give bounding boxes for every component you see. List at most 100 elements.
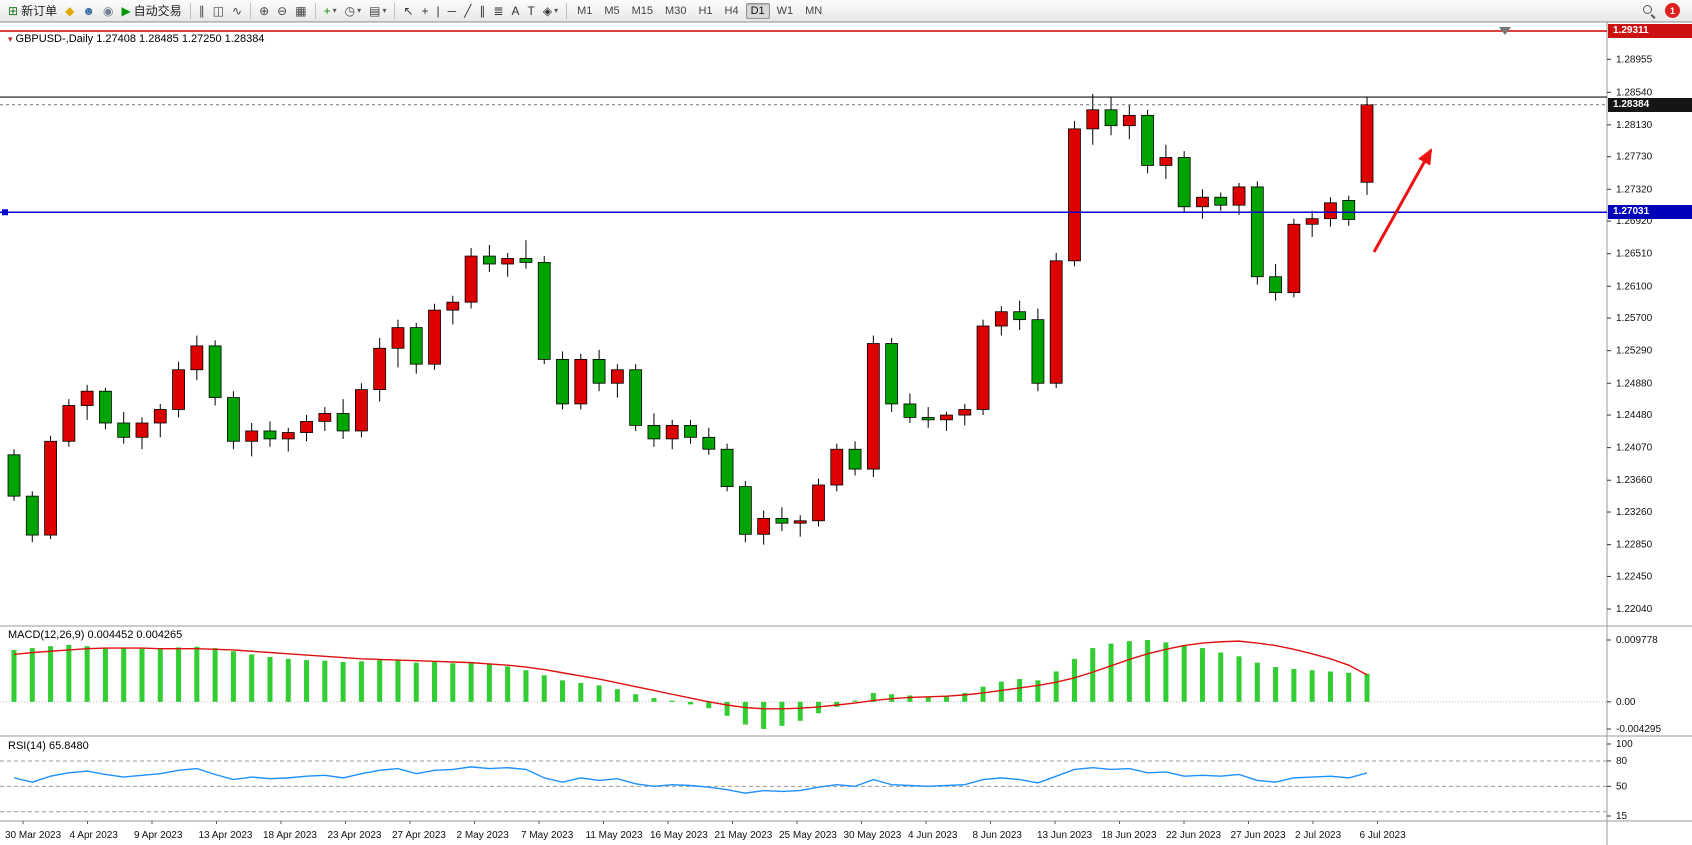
trendline-button[interactable]: ╱ xyxy=(461,2,474,20)
autotrading-play-icon: ▶ xyxy=(121,3,131,18)
vertical-line-button[interactable]: | xyxy=(434,2,443,20)
svg-text:6 Jul 2023: 6 Jul 2023 xyxy=(1360,830,1407,841)
text-button[interactable]: A xyxy=(508,2,522,20)
toolbar-separator xyxy=(314,2,316,19)
rsi-layer: 100 80 50 15 xyxy=(0,739,1633,822)
svg-text:1.22850: 1.22850 xyxy=(1616,540,1653,551)
cursor-button[interactable]: ↖ xyxy=(400,2,416,20)
zoom-out-button[interactable]: ⊖ xyxy=(274,2,290,20)
notification-badge[interactable]: 1 xyxy=(1665,3,1680,18)
svg-text:1.25290: 1.25290 xyxy=(1616,346,1653,357)
svg-text:1.24070: 1.24070 xyxy=(1616,443,1653,454)
timeframe-toolbar: M1 M5 M15 M30 H1 H4 D1 W1 MN xyxy=(562,2,828,19)
svg-text:18 Apr 2023: 18 Apr 2023 xyxy=(263,830,317,841)
rsi-line xyxy=(13,766,1368,794)
shapes-button[interactable]: ◈ ▾ xyxy=(540,2,561,20)
support-line-handle xyxy=(2,209,8,216)
bar-chart-button[interactable]: ∥ xyxy=(196,2,208,20)
svg-text:2 Jul 2023: 2 Jul 2023 xyxy=(1295,830,1342,841)
candlestick-chart-icon: ◫ xyxy=(212,3,225,18)
new-order-button[interactable]: ⊞ 新订单 xyxy=(8,3,58,19)
candles-layer xyxy=(7,93,1374,545)
svg-text:1.22450: 1.22450 xyxy=(1616,571,1653,582)
toolbar-separator xyxy=(189,2,191,19)
shapes-icon: ◈ xyxy=(542,3,553,18)
crosshair-button[interactable]: + xyxy=(419,2,432,20)
zoom-out-icon: ⊖ xyxy=(277,3,288,18)
svg-text:80: 80 xyxy=(1616,756,1628,767)
timeframe-m30[interactable]: M30 xyxy=(665,4,687,17)
timeframe-h1[interactable]: H1 xyxy=(698,4,713,17)
tile-windows-icon: ▦ xyxy=(295,3,307,18)
metaeditor-button[interactable]: ◆ xyxy=(62,2,77,20)
chart-shift-marker xyxy=(1499,27,1511,35)
templates-button[interactable]: ▤ ▾ xyxy=(366,2,389,20)
svg-text:1.23260: 1.23260 xyxy=(1616,507,1653,518)
indicators-icon: + xyxy=(323,3,331,18)
toolbar-buttons: ⊞ 新订单 ◆ ☻ ◉ ▶ 自动交易 ∥ ◫ ∿ ⊕ ⊖ ▦ + ▾ ◷ ▾ ▤ ▾ ↖ + | ─ ╱ ∥ ≣ A T ◈ ▾ xyxy=(4,2,562,20)
mql5-community-button[interactable]: ◉ xyxy=(100,2,116,20)
price-axis: 1.28955 1.28540 1.28130 1.27730 1.27320 1.269… xyxy=(1607,54,1653,615)
timeframe-h4[interactable]: H4 xyxy=(724,4,739,17)
indicators-button[interactable]: + ▾ xyxy=(321,2,340,20)
svg-text:18 Jun 2023: 18 Jun 2023 xyxy=(1102,830,1157,841)
text-label-button[interactable]: T xyxy=(524,2,537,20)
svg-text:1.27320: 1.27320 xyxy=(1616,184,1653,195)
timeframe-m5[interactable]: M5 xyxy=(604,4,620,17)
timeframe-m15[interactable]: M15 xyxy=(631,4,654,17)
navigator-button[interactable]: ☻ xyxy=(79,2,98,20)
macd-label: MACD(12,26,9) 0.004452 0.004265 xyxy=(8,629,183,641)
svg-text:1.25700: 1.25700 xyxy=(1616,313,1653,324)
caret-down-icon: ▾ xyxy=(357,6,362,15)
zoom-in-button[interactable]: ⊕ xyxy=(256,2,272,20)
autotrading-button[interactable]: ▶ 自动交易 xyxy=(121,3,182,19)
svg-text:27 Jun 2023: 27 Jun 2023 xyxy=(1231,830,1286,841)
search-icon[interactable] xyxy=(1642,4,1656,18)
chart-title-row: ▾ GBPUSD-,Daily 1.27408 1.28485 1.27250 1… xyxy=(8,33,264,45)
timeframe-mn[interactable]: MN xyxy=(805,4,823,17)
svg-text:-0.004295: -0.004295 xyxy=(1616,724,1661,735)
one-click-trading-icon[interactable]: ▾ xyxy=(8,34,13,44)
svg-text:13 Jun 2023: 13 Jun 2023 xyxy=(1037,830,1092,841)
trend-arrow[interactable] xyxy=(1372,148,1433,253)
templates-icon: ▤ xyxy=(369,3,381,18)
svg-text:1.23660: 1.23660 xyxy=(1616,475,1653,486)
caret-down-icon: ▾ xyxy=(382,6,387,15)
zoom-in-icon: ⊕ xyxy=(259,3,270,18)
candlestick-chart-button[interactable]: ◫ xyxy=(210,2,227,20)
line-chart-button[interactable]: ∿ xyxy=(229,2,245,20)
svg-text:11 May 2023: 11 May 2023 xyxy=(586,830,644,841)
periods-button[interactable]: ◷ ▾ xyxy=(342,2,365,20)
svg-text:8 Jun 2023: 8 Jun 2023 xyxy=(973,830,1023,841)
vertical-line-icon: | xyxy=(436,3,440,18)
svg-text:1.26920: 1.26920 xyxy=(1616,216,1653,227)
svg-text:1.24480: 1.24480 xyxy=(1616,410,1653,421)
svg-text:2 May 2023: 2 May 2023 xyxy=(457,830,510,841)
toolbar: ⊞ 新订单 ◆ ☻ ◉ ▶ 自动交易 ∥ ◫ ∿ ⊕ ⊖ ▦ + ▾ ◷ ▾ ▤ ▾ ↖ + | ─ ╱ ∥ ≣ A T ◈ ▾ M1 M5… xyxy=(0,0,1692,22)
channel-button[interactable]: ∥ xyxy=(476,2,488,20)
toolbar-separator xyxy=(250,2,252,19)
trendline-icon: ╱ xyxy=(464,3,472,18)
macd-signal-line xyxy=(13,640,1368,710)
timeframe-m1[interactable]: M1 xyxy=(577,4,593,17)
text-icon: A xyxy=(511,3,520,18)
timeframe-w1[interactable]: W1 xyxy=(776,4,794,17)
horizontal-line-button[interactable]: ─ xyxy=(445,2,460,20)
svg-text:4 Apr 2023: 4 Apr 2023 xyxy=(70,830,119,841)
svg-text:50: 50 xyxy=(1616,781,1628,792)
svg-text:22 Jun 2023: 22 Jun 2023 xyxy=(1166,830,1221,841)
timeframe-d1[interactable]: D1 xyxy=(745,2,770,19)
caret-down-icon: ▾ xyxy=(332,6,337,15)
svg-text:0.00: 0.00 xyxy=(1616,697,1636,708)
toolbar-right: 1 xyxy=(1642,3,1680,18)
svg-text:16 May 2023: 16 May 2023 xyxy=(650,830,708,841)
tile-windows-button[interactable]: ▦ xyxy=(292,2,309,20)
svg-text:1.28130: 1.28130 xyxy=(1616,120,1653,131)
rsi-label: RSI(14) 65.8480 xyxy=(8,740,89,752)
new-order-icon: ⊞ xyxy=(8,3,19,18)
svg-text:9 Apr 2023: 9 Apr 2023 xyxy=(134,830,183,841)
svg-text:1.28540: 1.28540 xyxy=(1616,87,1653,98)
fibonacci-button[interactable]: ≣ xyxy=(490,2,506,20)
